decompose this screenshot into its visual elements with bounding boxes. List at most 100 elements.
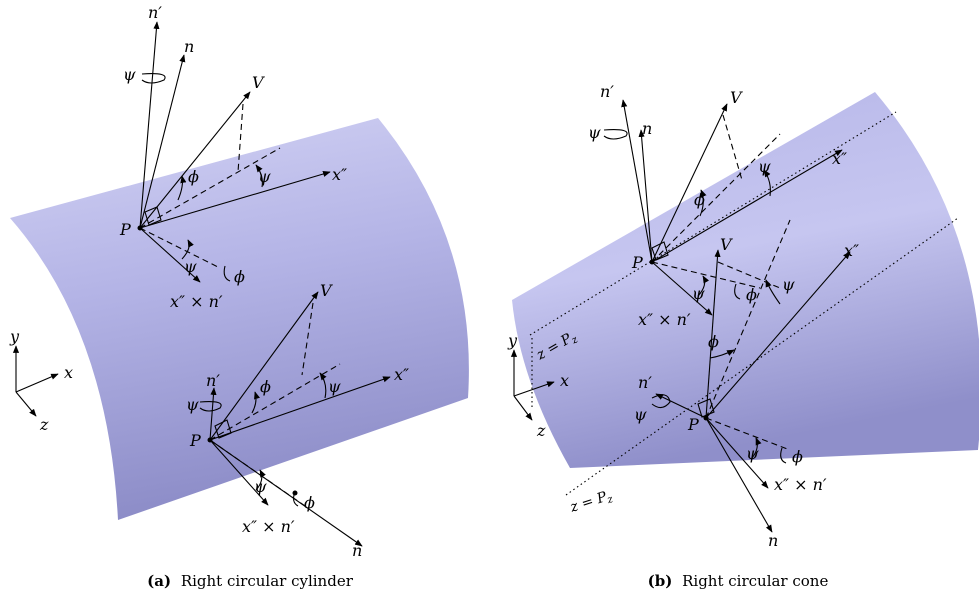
x-axis-b bbox=[513, 381, 555, 397]
label-v-b: V bbox=[730, 88, 743, 107]
label-psi-lower-b-2: ψ bbox=[746, 444, 759, 463]
label-psi-rot-b: ψ bbox=[588, 123, 601, 142]
v-top-dash-b-2 bbox=[717, 261, 781, 289]
caption-a: (a) Right circular cylinder bbox=[147, 572, 354, 590]
cross-dash bbox=[139, 227, 221, 269]
point-p-b bbox=[649, 259, 655, 265]
z-sub-lower: z bbox=[605, 494, 615, 507]
label-n-prime-2: n′ bbox=[206, 371, 220, 390]
caption-a-text: Right circular cylinder bbox=[181, 572, 354, 590]
axis-label-x-b: x bbox=[560, 371, 569, 390]
label-cross: x″ × n′ bbox=[170, 292, 223, 311]
cross-vector-2 bbox=[209, 439, 269, 506]
x-dprime-vector-2 bbox=[209, 376, 391, 441]
label-p-b-2: P bbox=[687, 415, 699, 434]
axis-label-z-b: z bbox=[536, 421, 546, 440]
axis-label-y-b: y bbox=[507, 331, 518, 350]
cross-vector-b bbox=[651, 261, 713, 316]
x-dprime-vector-b bbox=[651, 149, 843, 263]
label-psi-b-2: ψ bbox=[782, 275, 795, 294]
label-phi-rot-b-2: ϕ bbox=[792, 447, 803, 466]
n-prime-vector-2 bbox=[209, 387, 217, 441]
psi-rotation-arc-b-2 bbox=[651, 394, 671, 409]
label-phi-2: ϕ bbox=[260, 377, 271, 396]
label-phi-b-2: ϕ bbox=[708, 332, 719, 351]
cross-vector bbox=[139, 227, 201, 283]
z-label-lower: z = Pz bbox=[567, 487, 615, 518]
label-n-b-2: n bbox=[768, 531, 778, 550]
panel-b: n′ n V ψ ϕ ψ x″ P ψ ϕ x″ × n′ bbox=[507, 82, 979, 590]
label-psi-rot-b-2: ψ bbox=[634, 405, 647, 424]
psi-arc-lower-b bbox=[697, 275, 710, 297]
label-x-dprime-2: x″ bbox=[394, 365, 409, 384]
phi-arc-b-2 bbox=[709, 349, 735, 359]
cylinder-surface bbox=[10, 118, 469, 520]
v-proj-line-b bbox=[651, 133, 781, 263]
label-v-b-2: V bbox=[720, 235, 733, 254]
n-vector-b-2 bbox=[705, 417, 773, 533]
n-vector bbox=[139, 54, 186, 229]
cone-generator-lower bbox=[565, 217, 959, 496]
caption-b-text: Right circular cone bbox=[682, 572, 828, 590]
psi-arc-lower-2 bbox=[255, 469, 266, 491]
phi-rotation-arc bbox=[223, 265, 231, 282]
v-proj-line bbox=[139, 147, 281, 229]
point-p bbox=[137, 225, 143, 231]
v-vector-2 bbox=[209, 291, 319, 441]
label-x-dprime-b-2: x″ bbox=[844, 241, 859, 260]
axis-label-z: z bbox=[39, 415, 49, 434]
cone-surface bbox=[512, 92, 979, 468]
psi-rotation-arc bbox=[141, 73, 166, 84]
axes-b: y x z bbox=[507, 331, 569, 440]
phi-rotation-arc-b-2 bbox=[780, 447, 787, 464]
svg-text:z = Pz: z = Pz bbox=[567, 487, 615, 518]
label-psi: ψ bbox=[258, 167, 271, 186]
psi-arc bbox=[255, 164, 263, 188]
label-cross-b-2: x″ × n′ bbox=[774, 475, 827, 494]
v-vector bbox=[139, 91, 251, 229]
x-axis bbox=[15, 373, 59, 393]
v-proj-line-b-2 bbox=[705, 219, 791, 419]
v-proj-line-2 bbox=[209, 363, 341, 441]
upper-frame-b: n′ n V ψ ϕ ψ x″ P ψ ϕ x″ × n′ bbox=[588, 82, 847, 329]
lower-frame-a: n′ V ψ ϕ ψ x″ P ψ ϕ x″ × n′ n bbox=[186, 281, 409, 560]
panel-a: n′ n V ψ ϕ ψ x″ P ψ ϕ x″ × n′ bbox=[9, 3, 469, 590]
right-angle-box-b-2 bbox=[697, 398, 715, 418]
n-prime-vector-b-2 bbox=[655, 393, 707, 419]
phi-rot-dot bbox=[292, 490, 298, 496]
n-vector-b bbox=[638, 129, 653, 263]
label-psi-lower-2: ψ bbox=[254, 477, 267, 496]
label-p: P bbox=[119, 220, 131, 239]
v-projection bbox=[237, 103, 244, 173]
label-psi-lower-b: ψ bbox=[692, 284, 705, 303]
right-angle-box-b bbox=[651, 241, 669, 261]
psi-arc-lower-b-2 bbox=[751, 437, 762, 459]
caption-a-tag: (a) bbox=[147, 572, 171, 590]
point-p-2 bbox=[207, 437, 213, 443]
x-dprime-vector-b-2 bbox=[705, 251, 851, 419]
label-psi-rot: ψ bbox=[123, 65, 136, 84]
label-n-2: n bbox=[352, 541, 362, 560]
label-phi-rot-2: ϕ bbox=[304, 493, 315, 512]
psi-arc-b-2 bbox=[765, 279, 781, 305]
label-p-b: P bbox=[631, 253, 643, 272]
caption-b: (b) Right circular cone bbox=[648, 572, 829, 590]
upper-frame-a: n′ n V ψ ϕ ψ x″ P ψ ϕ x″ × n′ bbox=[119, 3, 347, 311]
psi-rotation-arc-2 bbox=[199, 401, 222, 412]
phi-rotation-arc-b bbox=[734, 283, 741, 300]
z-sub-upper: z bbox=[569, 334, 581, 347]
axis-label-y: y bbox=[9, 327, 20, 346]
label-cross-b: x″ × n′ bbox=[638, 310, 691, 329]
label-n-prime: n′ bbox=[148, 3, 162, 22]
axes-a: y x z bbox=[9, 327, 73, 434]
phi-arc bbox=[177, 175, 187, 201]
axis-label-x: x bbox=[64, 363, 73, 382]
phi-arc-b bbox=[699, 189, 707, 217]
point-p-b-2 bbox=[703, 415, 709, 421]
label-cross-2: x″ × n′ bbox=[242, 517, 295, 536]
label-phi-rot-b: ϕ bbox=[746, 285, 757, 304]
n-vector-2 bbox=[209, 439, 363, 547]
x-dprime-vector bbox=[139, 171, 331, 229]
label-phi: ϕ bbox=[188, 167, 199, 186]
